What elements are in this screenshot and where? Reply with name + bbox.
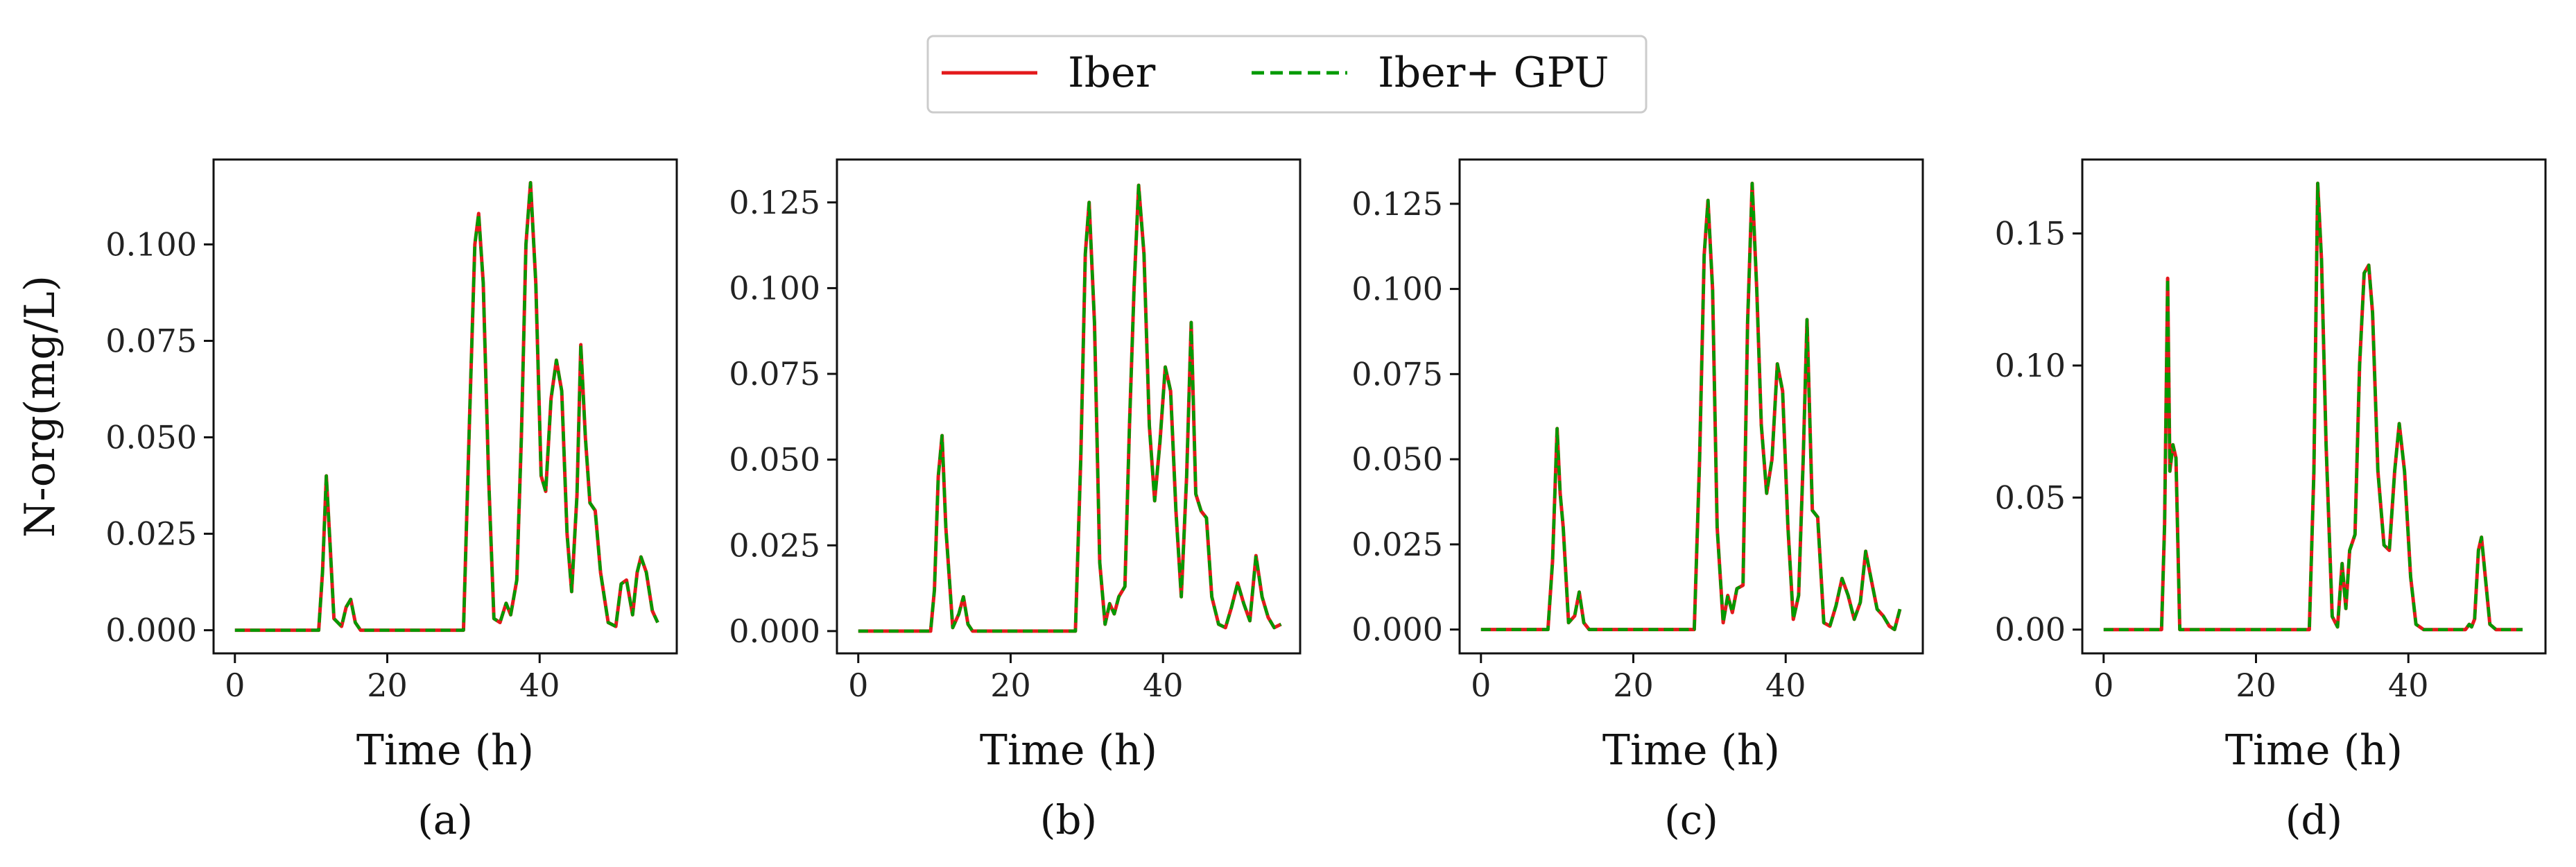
panel-c-ytick-label: 0.125 [1351, 185, 1443, 223]
panel-c-xtick-label: 20 [1613, 667, 1654, 704]
panel-b-axes-frame [836, 158, 1302, 655]
panel-a-ylabel: N-org(mg/L) [16, 275, 64, 538]
panel-b-xtick-label: 40 [1143, 667, 1184, 704]
panel-a-xlabel: Time (h) [356, 726, 534, 775]
panel-b: 0 20 40 0.000 0.025 0.050 0.075 0.100 0.125 Time … [729, 158, 1302, 843]
panel-c-xlabel: Time (h) [1602, 726, 1780, 775]
panel-d-axes-frame [2081, 158, 2547, 655]
panel-a-ytick-label: 0.025 [105, 515, 197, 553]
panel-c-axes-frame [1458, 158, 1924, 655]
panel-c-caption: (c) [1664, 796, 1718, 843]
panel-c-xtick-label: 0 [1471, 667, 1491, 704]
panel-a: 0 20 40 0.000 0.025 0.050 0.075 0.100 Time (h) N-… [16, 158, 678, 843]
legend-label-gpu: Iber+ GPU [1378, 49, 1609, 97]
panel-a-xtick-label: 20 [367, 667, 408, 704]
panel-d-xtick-label: 20 [2236, 667, 2276, 704]
panel-c-ytick-label: 0.100 [1351, 271, 1443, 308]
panel-a-ytick-label: 0.000 [105, 612, 197, 649]
panel-d-ytick-label: 0.00 [1995, 611, 2066, 649]
panel-d-xtick-label: 0 [2093, 667, 2113, 704]
legend-label-iber: Iber [1068, 49, 1156, 97]
panel-c: 0 20 40 0.000 0.025 0.050 0.075 0.100 0.125 Time … [1351, 158, 1924, 843]
panel-b-series-gpu-line [858, 183, 1282, 633]
panel-c-xtick-label: 40 [1765, 667, 1806, 704]
panel-c-ytick-label: 0.000 [1351, 611, 1443, 649]
panel-a-caption: (a) [417, 796, 473, 843]
panel-d-ytick-label: 0.05 [1995, 479, 2066, 516]
panel-a-ytick-label: 0.100 [105, 225, 197, 263]
panel-b-ytick-label: 0.075 [729, 355, 820, 393]
panel-d-xlabel: Time (h) [2225, 726, 2403, 775]
panel-b-ytick-label: 0.025 [729, 526, 820, 564]
panel-b-ytick-label: 0.125 [729, 184, 820, 221]
panel-a-ytick-label: 0.075 [105, 322, 197, 359]
panel-d-xtick-label: 40 [2388, 667, 2429, 704]
panel-d-ytick-label: 0.10 [1995, 347, 2066, 384]
panel-b-ytick-label: 0.000 [729, 612, 820, 650]
panel-c-ytick-label: 0.025 [1351, 526, 1443, 563]
panel-d-ytick-label: 0.15 [1995, 215, 2066, 252]
legend-frame [926, 35, 1648, 114]
panel-b-xtick-label: 20 [990, 667, 1031, 704]
panel-a-axes-frame [212, 158, 678, 655]
panel-b-xlabel: Time (h) [980, 726, 1157, 775]
legend: Iber Iber+ GPU [926, 35, 1648, 114]
panel-a-xtick-label: 0 [225, 667, 245, 704]
panel-d-series-gpu-line [2103, 182, 2523, 631]
panel-c-ytick-label: 0.050 [1351, 440, 1443, 478]
panel-c-series-iber-line [1480, 181, 1902, 632]
panel-b-ytick-label: 0.100 [729, 269, 820, 307]
panel-a-xtick-label: 40 [519, 667, 560, 704]
panel-b-series-iber-line [858, 183, 1282, 633]
panel-c-series-gpu-line [1480, 182, 1902, 631]
panel-b-xtick-label: 0 [848, 667, 868, 704]
panel-d: 0 20 40 0.00 0.05 0.10 0.15 Time (h) (d) [1995, 158, 2547, 843]
panel-a-series-iber-line [234, 180, 659, 633]
panel-a-ytick-label: 0.050 [105, 419, 197, 456]
panel-b-caption: (b) [1040, 796, 1097, 843]
panel-b-ytick-label: 0.050 [729, 441, 820, 479]
panel-a-series-gpu-line [234, 181, 659, 632]
panel-c-ytick-label: 0.075 [1351, 355, 1443, 393]
panel-d-caption: (d) [2285, 796, 2342, 843]
